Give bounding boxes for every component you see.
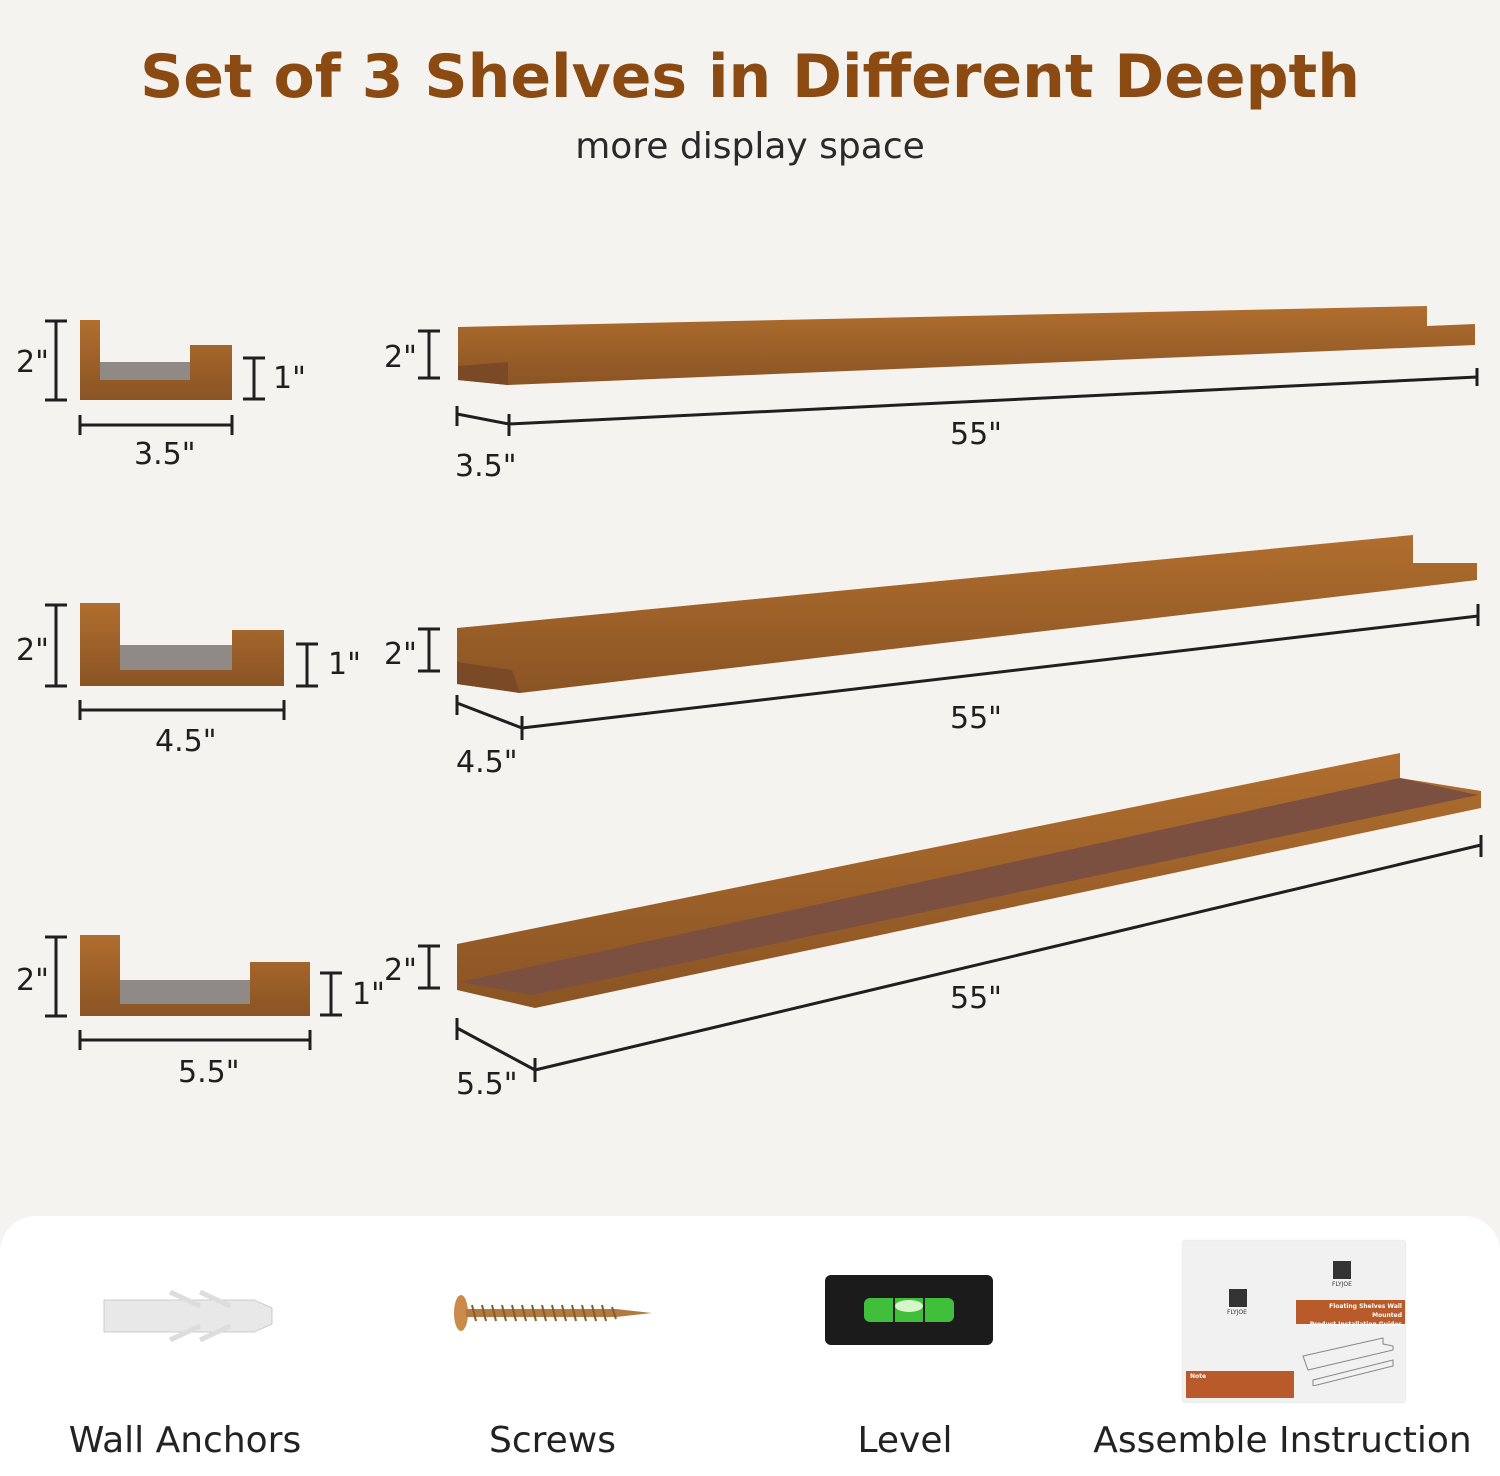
svg-text:2": 2" <box>16 633 49 668</box>
svg-text:2": 2" <box>384 340 417 375</box>
long-shelf-2 <box>457 535 1477 693</box>
shelf-diagram: 2" 1" 3.5" 2" 3.5" 55" 2" 1" 4.5" 2" 4.5… <box>16 306 1483 1102</box>
svg-text:1": 1" <box>352 977 385 1012</box>
svg-text:55": 55" <box>950 981 1002 1016</box>
shelf-profile-2 <box>80 603 284 686</box>
accessory-label-screws: Screws <box>488 1420 616 1461</box>
shelf-profile-1 <box>80 320 232 400</box>
svg-text:1": 1" <box>273 361 306 396</box>
svg-text:2": 2" <box>16 345 49 380</box>
page-subtitle: more display space <box>575 126 925 167</box>
accessory-label-wall-anchors: Wall Anchors <box>68 1420 302 1461</box>
svg-text:4.5": 4.5" <box>456 745 518 780</box>
svg-text:1": 1" <box>328 647 361 682</box>
svg-text:3.5": 3.5" <box>134 437 196 472</box>
svg-text:55": 55" <box>950 701 1002 736</box>
wall-anchor-icon <box>103 1290 273 1342</box>
svg-text:5.5": 5.5" <box>178 1055 240 1090</box>
screw-icon <box>454 1295 652 1331</box>
accessory-label-instruction: Assemble Instruction <box>1093 1420 1472 1461</box>
accessory-label-level: Level <box>857 1420 953 1461</box>
svg-text:2": 2" <box>384 637 417 672</box>
svg-text:2": 2" <box>384 953 417 988</box>
manual-icon: FLYJOE FLYJOE Floating Shelves Wall Moun… <box>1183 1241 1405 1402</box>
svg-text:3.5": 3.5" <box>455 449 517 484</box>
page-title: Set of 3 Shelves in Different Deepth <box>140 42 1360 112</box>
long-shelves <box>457 306 1481 1008</box>
dimension-labels: 2" 1" 3.5" 2" 3.5" 55" 2" 1" 4.5" 2" 4.5… <box>16 340 1002 1102</box>
level-icon <box>825 1275 993 1345</box>
svg-text:55": 55" <box>950 417 1002 452</box>
long-shelf-1 <box>458 306 1475 385</box>
svg-text:2": 2" <box>16 963 49 998</box>
svg-text:4.5": 4.5" <box>155 724 217 759</box>
svg-text:5.5": 5.5" <box>456 1067 518 1102</box>
